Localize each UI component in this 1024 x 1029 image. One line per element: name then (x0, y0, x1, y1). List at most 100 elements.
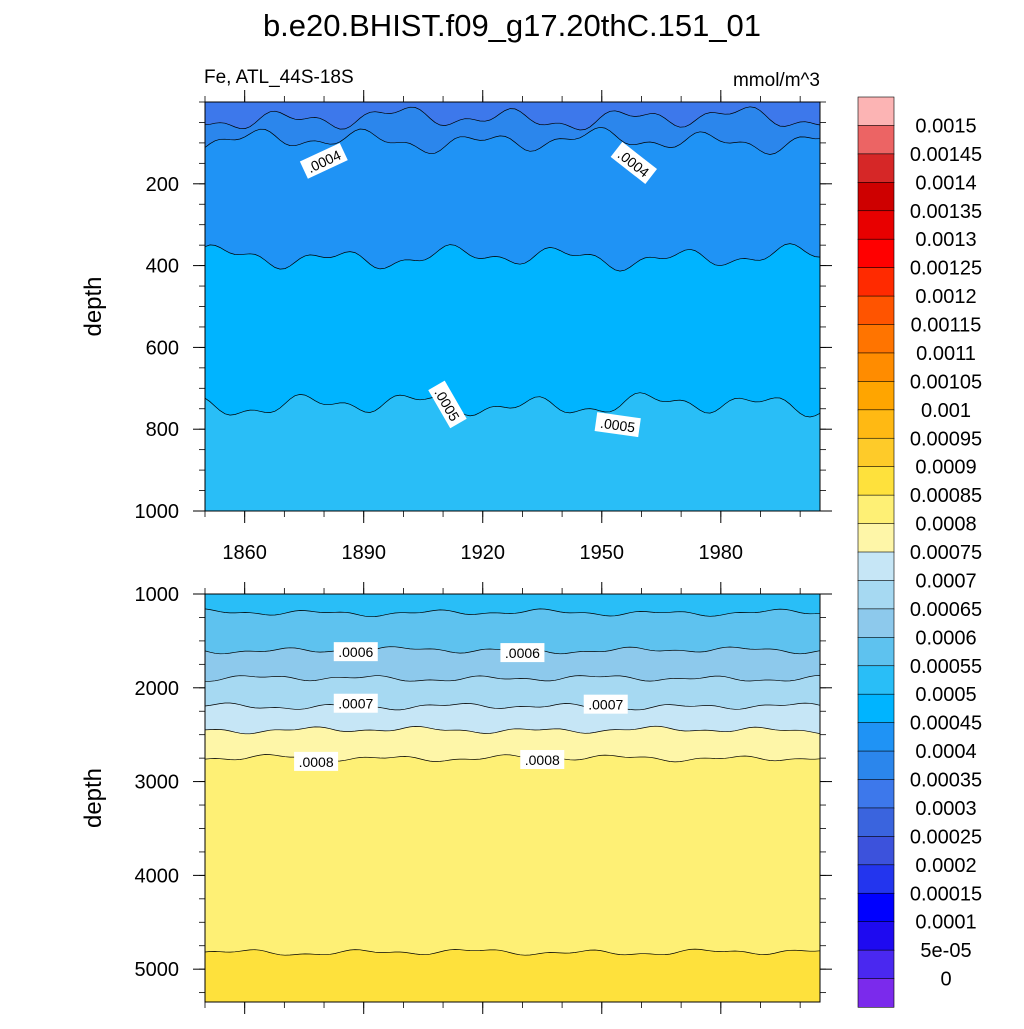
contour-line (204, 702, 821, 711)
contour-label-box (500, 643, 545, 663)
colorbar-label: 0.0002 (915, 855, 976, 877)
y-tick-label: 1000 (135, 501, 180, 523)
plot-frame (204, 593, 821, 1003)
contour-label-text: .0008 (299, 754, 334, 770)
colorbar-swatch (857, 637, 895, 667)
colorbar-swatch (857, 267, 895, 297)
colorbar-swatch (857, 409, 895, 439)
contour-label: .0007 (583, 694, 628, 714)
contour-label-text: .0006 (505, 645, 540, 661)
contour-label: .0006 (500, 643, 545, 663)
colorbar-label: 0.00055 (910, 656, 982, 678)
contour-label-box (299, 142, 348, 179)
colorbar-label: 0.0008 (915, 514, 976, 536)
colorbar-swatch (857, 381, 895, 411)
colorbar-label: 0.00025 (910, 826, 982, 848)
colorbar-label: 0.00065 (910, 599, 982, 621)
x-tick-label: 1920 (460, 542, 505, 564)
lower-panel: .0006 .0006 .0007 .0007 .0008 .0008 1000 2000 30… (80, 582, 832, 1014)
contour-label-box (594, 412, 641, 438)
colorbar-swatch (857, 807, 895, 837)
contour-label: .0007 (333, 693, 378, 713)
contour-label: .0005 (594, 412, 641, 438)
colorbar-label: 0.0012 (915, 286, 976, 308)
variable-label: Fe, ATL_44S-18S (204, 67, 354, 88)
colorbar-swatch (857, 779, 895, 809)
contour-label-text: .0005 (599, 415, 636, 436)
y-tick-label: 1000 (135, 584, 180, 606)
colorbar-swatch (857, 352, 895, 382)
colorbar-label: 0.00125 (910, 258, 982, 280)
colorbar-label: 0.00115 (911, 315, 982, 337)
colorbar-label: 0.0004 (915, 741, 976, 763)
contour-line (204, 106, 821, 131)
contour-label: .0008 (520, 750, 565, 770)
colorbar-swatch (857, 437, 895, 468)
colorbar-label: 0.00095 (910, 428, 982, 450)
y-axis-label: depth (80, 768, 107, 828)
contour-band (205, 754, 820, 1002)
colorbar-swatch (857, 238, 895, 269)
contour-label-box (294, 751, 339, 771)
colorbar-swatch (857, 892, 895, 923)
y-tick-label: 2000 (135, 678, 180, 700)
contour-line (204, 126, 821, 155)
colorbar-label: 0.0001 (915, 912, 976, 934)
colorbar-label: 0 (940, 969, 951, 991)
colorbar-label: 0.001 (921, 400, 971, 422)
contour-label-text: .0006 (338, 644, 373, 660)
colorbar-label: 0.0005 (915, 684, 976, 706)
colorbar-swatch (857, 580, 895, 610)
colorbar-label: 0.0015 (915, 115, 976, 137)
colorbar-swatch (857, 978, 895, 1008)
contour-band (205, 392, 820, 511)
colorbar-label: 0.00105 (910, 371, 982, 393)
colorbar-label: 0.00045 (910, 713, 982, 735)
contour-line (204, 243, 821, 272)
colorbar-swatch (857, 295, 895, 326)
contour-label-box (333, 693, 378, 713)
colorbar-label: 0.00135 (910, 201, 982, 223)
colorbar-swatch (857, 182, 895, 212)
contour-label-box (333, 642, 378, 662)
colorbar-swatch (857, 466, 895, 496)
y-tick-label: 800 (146, 419, 179, 441)
y-tick-label: 400 (146, 256, 179, 278)
colorbar-label: 0.00075 (910, 542, 982, 564)
colorbar-label: 0.0006 (915, 627, 976, 649)
chart-title: b.e20.BHIST.f09_g17.20thC.151_01 (263, 8, 761, 43)
colorbar-label: 0.0014 (915, 172, 976, 194)
x-tick-label: 1890 (341, 542, 386, 564)
contour-label-text: .0008 (525, 752, 560, 768)
contour-label-box (583, 694, 628, 714)
y-axis-label: depth (80, 276, 107, 336)
colorbar-label: 0.0009 (915, 457, 976, 479)
y-tick-label: 5000 (135, 959, 180, 981)
colorbar-swatch (857, 750, 895, 781)
colorbar: 0.0015 0.00145 0.0014 0.00135 0.0013 0.00125 0… (857, 96, 982, 1008)
colorbar-label: 0.0003 (915, 798, 976, 820)
contour-line (204, 392, 821, 418)
colorbar-swatch (857, 125, 895, 155)
upper-panel: .0004.0004.0005.00052004006008001000dept… (80, 90, 832, 564)
colorbar-label: 0.0007 (915, 570, 976, 592)
colorbar-swatch (857, 523, 895, 553)
y-tick-label: 4000 (135, 865, 180, 887)
y-tick-label: 200 (146, 174, 179, 196)
contour-line (205, 675, 821, 682)
colorbar-swatch (857, 836, 895, 866)
y-tick-label: 600 (146, 337, 179, 359)
colorbar-swatch (857, 921, 895, 951)
colorbar-label: 0.00015 (910, 883, 982, 905)
y-tick-label: 3000 (135, 772, 180, 794)
colorbar-swatch (857, 96, 895, 127)
contour-label: .0008 (294, 751, 339, 771)
contour-line (204, 948, 821, 956)
units-label: mmol/m^3 (733, 70, 820, 91)
colorbar-swatch (857, 153, 895, 183)
colorbar-swatch (857, 722, 895, 752)
colorbar-swatch (857, 608, 895, 638)
x-tick-label: 1860 (222, 542, 267, 564)
contour-label-text: .0007 (338, 696, 373, 712)
